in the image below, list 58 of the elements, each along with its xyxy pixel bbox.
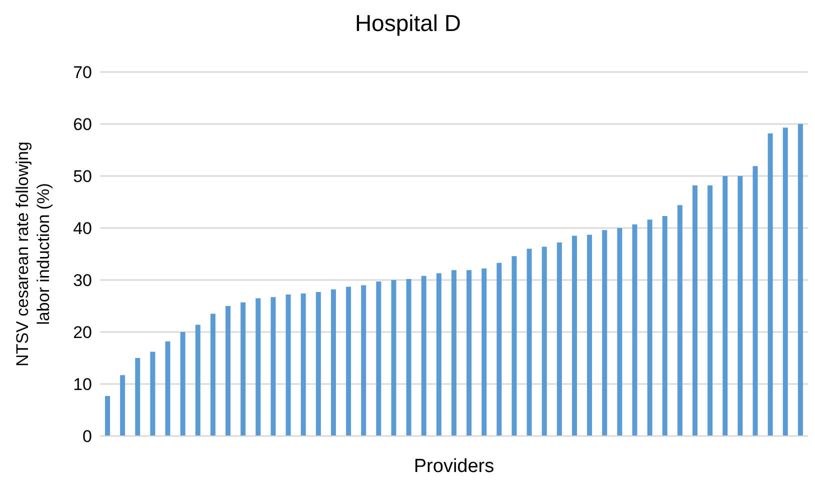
- y-tick-label: 50: [73, 167, 92, 186]
- x-axis-title: Providers: [414, 456, 494, 477]
- bar: [512, 256, 517, 436]
- bar: [466, 270, 472, 436]
- chart-title: Hospital D: [354, 9, 462, 38]
- bar: [708, 185, 713, 436]
- bar: [150, 352, 156, 436]
- bar: [165, 341, 170, 436]
- bar: [135, 358, 140, 436]
- bar: [376, 282, 382, 436]
- y-tick-label: 60: [73, 115, 92, 134]
- bar: [195, 324, 200, 436]
- bar: [286, 294, 291, 436]
- bar: [752, 166, 758, 436]
- bar: [496, 262, 502, 436]
- bar: [270, 297, 276, 436]
- bar: [647, 220, 652, 436]
- bar: [240, 302, 246, 436]
- bar: [556, 242, 562, 436]
- bar: [542, 246, 547, 436]
- y-axis-title: NTSV cesarean rate followjng labor induction (%): [13, 142, 53, 366]
- bar: [572, 236, 577, 436]
- bar: [482, 268, 487, 436]
- bar: [692, 185, 698, 436]
- bar: [662, 216, 668, 436]
- bar: [421, 276, 426, 436]
- bar: [180, 332, 186, 436]
- y-tick-label: 30: [73, 271, 92, 290]
- bar: [617, 228, 622, 436]
- y-tick-label: 20: [73, 323, 92, 342]
- bar: [256, 298, 261, 436]
- bar: [105, 396, 110, 436]
- bar: [587, 234, 592, 436]
- y-tick-label: 10: [73, 375, 92, 394]
- bar: [436, 273, 442, 436]
- bar: [361, 285, 366, 436]
- bar: [391, 280, 396, 436]
- y-tick-label: 0: [82, 427, 92, 446]
- bar: [602, 230, 608, 436]
- bar: [798, 124, 803, 436]
- bar: [451, 270, 456, 436]
- bar: [677, 205, 682, 436]
- bar: [210, 314, 216, 436]
- bar: [526, 248, 532, 436]
- bar: [722, 176, 728, 436]
- bar: [330, 289, 336, 436]
- y-tick-label: 40: [73, 219, 92, 238]
- bar: [632, 224, 638, 436]
- bar: [120, 375, 126, 436]
- bar: [782, 128, 788, 436]
- bar: [768, 133, 773, 436]
- bar: [300, 294, 306, 436]
- bar: [346, 286, 352, 436]
- bar: [226, 306, 231, 436]
- y-tick-label: 70: [73, 63, 92, 82]
- bar: [406, 278, 412, 436]
- bar: [738, 176, 743, 436]
- bar: [316, 292, 321, 436]
